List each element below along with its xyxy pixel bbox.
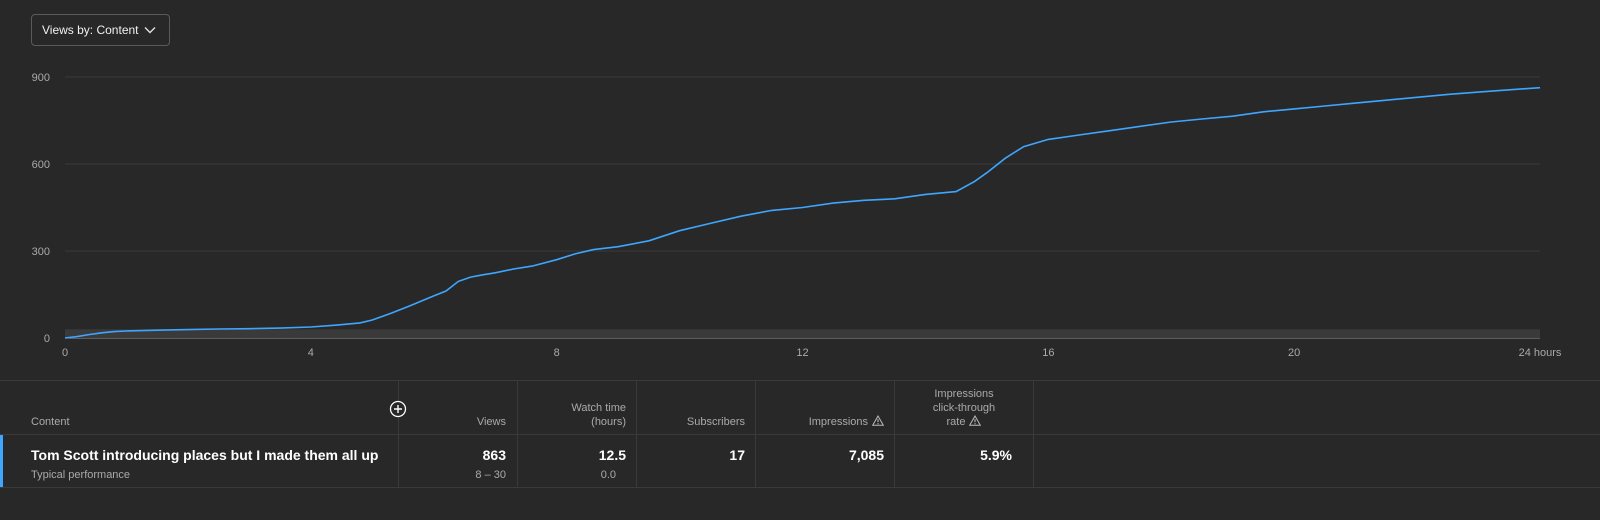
y-tick-label: 900	[32, 72, 50, 84]
header-ctr-line3: rate	[946, 416, 966, 428]
header-impressions-label: Impressions	[808, 416, 868, 428]
x-tick-label: 0	[62, 347, 68, 359]
watch-time-typical: 0.0	[600, 469, 616, 481]
views-by-dropdown[interactable]: Views by: Content	[31, 14, 170, 46]
y-tick-label: 600	[32, 159, 50, 171]
y-tick-label: 0	[44, 333, 50, 345]
views-typical: 8 – 30	[475, 469, 506, 481]
video-title[interactable]: Tom Scott introducing places but I made …	[31, 447, 379, 463]
table-top-border	[0, 380, 1600, 381]
header-divider	[0, 434, 1600, 435]
x-tick-label: 8	[554, 347, 560, 359]
header-watch-time-line2: (hours)	[591, 416, 626, 428]
header-ctr[interactable]: Impressions click-through rate	[904, 387, 1024, 429]
header-ctr-line3-wrap: rate	[904, 415, 1024, 429]
views-line-chart: 0 300 600 900 0 4 8 12 16 20 24 hours	[32, 72, 1562, 359]
row-divider	[0, 487, 1600, 488]
header-watch-time-line1: Watch time	[571, 402, 626, 414]
warning-icon[interactable]	[872, 415, 884, 426]
x-tick-label: 16	[1042, 347, 1054, 359]
header-ctr-line1: Impressions	[934, 388, 994, 400]
x-tick-label: 4	[308, 347, 314, 359]
header-subscribers[interactable]: Subscribers	[686, 416, 745, 428]
header-content[interactable]: Content	[31, 416, 70, 428]
series-line-views	[64, 86, 1541, 339]
header-impressions[interactable]: Impressions	[770, 415, 884, 429]
dropdown-label: Views by: Content	[42, 23, 139, 37]
header-views[interactable]: Views	[476, 416, 506, 428]
typical-performance-band	[65, 329, 1540, 338]
x-tick-label: 12	[796, 347, 808, 359]
row-selected-indicator	[0, 435, 3, 487]
watch-time-value: 12.5	[598, 447, 626, 463]
views-value: 863	[482, 447, 506, 463]
y-tick-label: 300	[32, 246, 50, 258]
header-watch-time[interactable]: Watch time (hours)	[530, 401, 626, 429]
content-table: Content Views Watch time (hours) Subscri…	[0, 380, 1600, 488]
subscribers-value: 17	[729, 447, 745, 463]
header-ctr-line2: click-through	[932, 402, 996, 414]
impressions-value: 7,085	[848, 447, 884, 463]
x-tick-label: 20	[1288, 347, 1300, 359]
chevron-down-icon	[144, 27, 156, 34]
x-tick-label: 24 hours	[1519, 347, 1562, 359]
add-column-icon[interactable]	[389, 400, 407, 418]
warning-icon[interactable]	[969, 415, 982, 426]
typical-performance-label: Typical performance	[31, 469, 131, 481]
ctr-value: 5.9%	[980, 447, 1012, 463]
